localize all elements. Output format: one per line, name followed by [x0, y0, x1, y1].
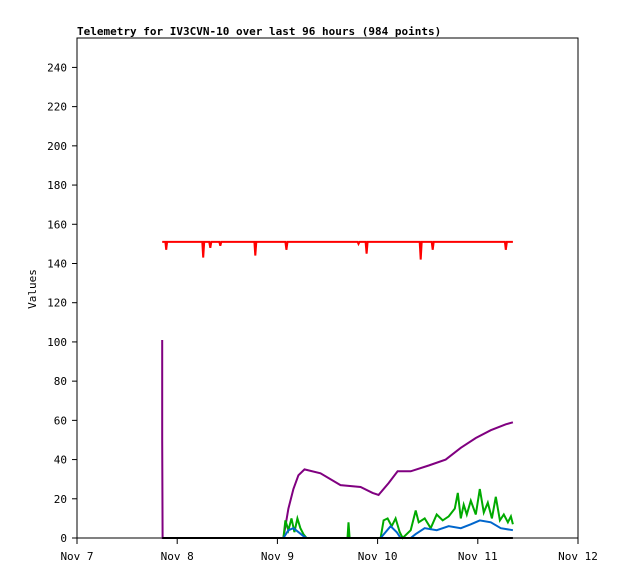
series-group: [161, 240, 514, 540]
x-tick-label: Nov 10: [358, 550, 398, 563]
series-line-2: [282, 488, 514, 540]
chart-title: Telemetry for IV3CVN-10 over last 96 hou…: [77, 25, 441, 38]
series-line-1: [161, 340, 514, 539]
y-tick-label: 40: [54, 454, 67, 467]
y-tick-label: 220: [47, 101, 67, 114]
y-tick-label: 20: [54, 493, 67, 506]
x-tick-label: Nov 12: [558, 550, 598, 563]
y-tick-label: 180: [47, 179, 67, 192]
x-tick-label: Nov 9: [261, 550, 294, 563]
y-tick-label: 160: [47, 218, 67, 231]
x-axis: Nov 7 Nov 8 Nov 9 Nov 10 Nov 11 Nov 12: [60, 538, 598, 563]
y-tick-label: 200: [47, 140, 67, 153]
y-tick-label: 240: [47, 61, 67, 74]
series-line-0: [162, 240, 513, 260]
x-tick-label: Nov 8: [161, 550, 194, 563]
y-tick-label: 80: [54, 375, 67, 388]
x-tick-label: Nov 7: [60, 550, 93, 563]
y-tick-label: 100: [47, 336, 67, 349]
y-axis-label: Values: [26, 269, 39, 309]
plot-frame: [76, 37, 579, 539]
y-tick-label: 60: [54, 414, 67, 427]
y-tick-label: 140: [47, 257, 67, 270]
y-tick-label: 120: [47, 297, 67, 310]
x-tick-label: Nov 11: [458, 550, 498, 563]
y-tick-label: 0: [60, 532, 67, 545]
y-axis: 0 20 40 60 80 100 120 140 160 180 200 220 240: [47, 61, 77, 545]
